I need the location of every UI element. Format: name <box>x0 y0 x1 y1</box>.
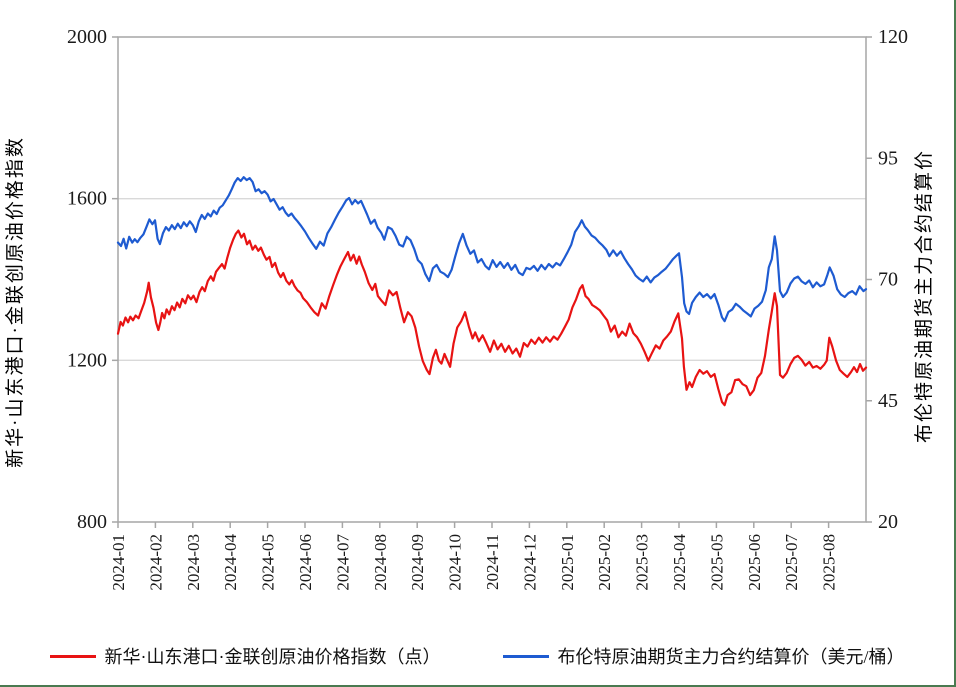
blue-line-swatch <box>502 654 549 658</box>
left-axis-title: 新华·山东港口·金联创原油价格指数 <box>4 136 26 468</box>
x-axis-tick-label: 2024-10 <box>446 534 465 591</box>
x-axis-tick-label: 2024-12 <box>520 534 539 591</box>
red-line-swatch <box>49 654 96 658</box>
x-axis-tick-label: 2025-08 <box>820 534 839 591</box>
series-layer <box>116 176 868 407</box>
x-axis-tick-label: 2024-09 <box>408 534 427 591</box>
right-axis-tick-label: 95 <box>878 147 898 169</box>
tick-labels-layer: 2000 1600 1200 800 120 95 70 45 20 2024-01 2024-02… <box>67 26 908 591</box>
x-axis-tick-label: 2024-07 <box>333 534 352 591</box>
left-axis-tick-label: 1600 <box>67 188 107 210</box>
x-axis-tick-label: 2025-04 <box>670 534 689 591</box>
legend-item-brent: 布伦特原油期货主力合约结算价（美元/桶） <box>502 643 905 669</box>
left-axis-tick-label: 1200 <box>67 349 107 371</box>
legend-label-index: 新华·山东港口·金联创原油价格指数（点） <box>104 647 441 667</box>
x-axis-tick-label: 2025-06 <box>745 534 764 591</box>
x-axis-tick-label: 2024-01 <box>109 534 128 591</box>
right-axis-tick-label: 120 <box>878 26 908 48</box>
plot-border <box>117 36 867 523</box>
right-axis-title: 布伦特原油期货主力合约结算价 <box>913 149 935 443</box>
series-line-right <box>116 176 868 323</box>
x-axis-tick-label: 2025-01 <box>558 534 577 591</box>
right-axis-tick-label: 45 <box>878 390 898 412</box>
left-axis-tick-label: 800 <box>77 511 107 533</box>
x-axis-tick-label: 2024-04 <box>221 534 240 591</box>
x-axis-tick-label: 2024-02 <box>146 534 165 591</box>
x-axis-tick-label: 2025-07 <box>782 534 801 591</box>
x-axis-tick-label: 2024-11 <box>483 534 502 590</box>
dual-axis-line-chart: 2000 1600 1200 800 120 95 70 45 20 2024-01 2024-02… <box>4 26 935 591</box>
x-axis-tick-label: 2025-05 <box>707 534 726 591</box>
gridlines-layer <box>118 198 866 361</box>
legend: 新华·山东港口·金联创原油价格指数（点） 布伦特原油期货主力合约结算价（美元/桶… <box>0 643 954 669</box>
x-axis-tick-label: 2024-06 <box>296 534 315 591</box>
x-axis-tick-label: 2025-03 <box>633 534 652 591</box>
right-axis-tick-label: 70 <box>878 269 898 291</box>
legend-item-index: 新华·山东港口·金联创原油价格指数（点） <box>49 643 441 669</box>
x-axis-tick-label: 2024-08 <box>371 534 390 591</box>
x-axis-tick-label: 2024-03 <box>184 534 203 591</box>
right-axis-tick-label: 20 <box>878 511 898 533</box>
x-axis-tick-label: 2024-05 <box>259 534 278 591</box>
x-axis-tick-label: 2025-02 <box>595 534 614 591</box>
series-line-left <box>116 229 868 407</box>
legend-label-brent: 布伦特原油期货主力合约结算价（美元/桶） <box>557 647 905 667</box>
axes-layer <box>112 36 872 528</box>
left-axis-tick-label: 2000 <box>67 26 107 48</box>
